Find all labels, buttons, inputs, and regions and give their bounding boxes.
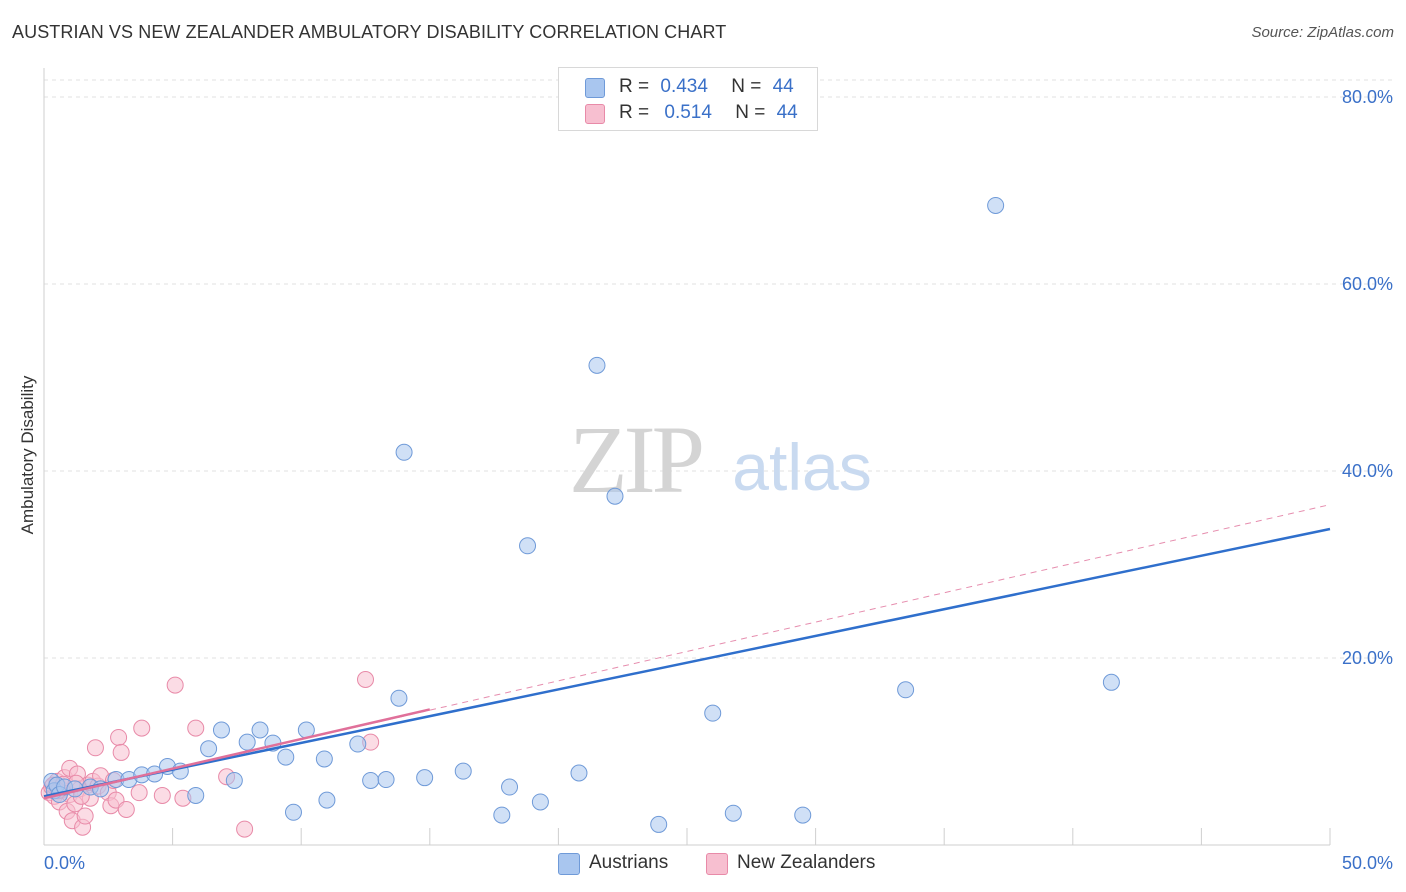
austrians-point	[416, 769, 434, 787]
x-tick-label-right: 50.0%	[1342, 853, 1393, 873]
austrians-point	[315, 750, 333, 768]
new-zealanders-legend-label: New Zealanders	[737, 852, 876, 873]
grid	[44, 79, 1394, 659]
austrians-legend-swatch	[558, 853, 580, 875]
y-tick-label: 60.0%	[1342, 274, 1393, 294]
austrians-point	[724, 804, 742, 822]
austrians-point	[225, 771, 243, 789]
austrians-point	[238, 733, 256, 751]
austrians-point	[454, 762, 472, 780]
austrians-point	[987, 196, 1005, 214]
new-zealanders-trend-line	[43, 708, 431, 800]
austrians-swatch	[585, 78, 605, 98]
r-value: 0.434	[660, 76, 708, 97]
austrians-point	[395, 443, 413, 461]
r-label: R =	[619, 76, 650, 97]
trend-lines	[43, 504, 1331, 800]
austrians-point	[187, 786, 205, 804]
watermark: ZIP atlas	[569, 406, 872, 513]
new-zealanders-swatch	[585, 104, 605, 124]
austrians-point	[212, 721, 230, 739]
austrians-point	[284, 803, 302, 821]
legend-new-zealanders-text: R = 0.514 N = 44	[619, 102, 798, 124]
y-tick-label: 20.0%	[1342, 648, 1393, 668]
austrians-point	[570, 764, 588, 782]
source-label: Source: ZipAtlas.com	[1251, 24, 1394, 41]
y-tick-label: 40.0%	[1342, 461, 1393, 481]
austrians-point	[531, 793, 549, 811]
watermark-zip: ZIP	[569, 406, 702, 513]
new-zealanders-point	[117, 800, 135, 818]
austrians-point	[493, 806, 511, 824]
r-label: R =	[619, 102, 650, 123]
new-zealanders-point	[187, 719, 205, 737]
austrians-point	[362, 771, 380, 789]
austrians-point	[588, 356, 606, 374]
austrians-point	[390, 689, 408, 707]
new-zealanders-point	[76, 807, 94, 825]
new-zealanders-point	[112, 743, 130, 761]
austrians-point	[251, 721, 269, 739]
austrians-point	[277, 748, 295, 766]
new-zealanders-point	[133, 719, 151, 737]
new-zealanders-point	[166, 676, 184, 694]
austrians-point	[1102, 673, 1120, 691]
legend-austrians-text: R = 0.434 N = 44	[619, 76, 794, 98]
n-value: 44	[772, 76, 794, 97]
n-value: 44	[776, 102, 798, 123]
new-zealanders-legend-swatch	[706, 853, 728, 875]
austrians-point	[200, 740, 218, 758]
austrians-point	[501, 778, 519, 796]
x-tick-label-left: 0.0%	[44, 853, 85, 873]
new-zealanders-point	[357, 671, 374, 689]
series-legend: Austrians New Zealanders	[0, 852, 1406, 878]
austrians-point	[897, 681, 915, 699]
new-zealanders-point	[86, 739, 104, 757]
r-value: 0.514	[664, 102, 712, 123]
tick-labels: 20.0% 40.0% 60.0% 80.0% 0.0% 50.0%	[44, 87, 1393, 873]
n-label: N =	[731, 76, 762, 97]
austrians-point	[377, 771, 395, 789]
austrians-point	[650, 815, 668, 833]
austrians-point	[794, 806, 812, 824]
axes	[43, 68, 1331, 846]
new-zealanders-point	[153, 786, 171, 804]
austrians-point	[606, 487, 624, 505]
new-zealanders-point	[110, 728, 128, 746]
new-zealanders-point	[130, 784, 148, 802]
chart-title: AUSTRIAN VS NEW ZEALANDER AMBULATORY DIS…	[12, 22, 727, 42]
austrians-point	[318, 791, 336, 809]
watermark-atlas: atlas	[732, 430, 871, 504]
y-tick-label: 80.0%	[1342, 87, 1393, 107]
new-zealanders-point	[236, 820, 254, 838]
austrians-points	[43, 196, 1120, 833]
austrians-point	[519, 537, 537, 555]
austrians-point	[349, 735, 367, 753]
austrians-legend-label: Austrians	[589, 852, 669, 873]
austrians-trend-line	[43, 527, 1331, 798]
stats-legend: R = 0.434 N = 44 R = 0.514 N = 44	[558, 67, 818, 131]
n-label: N =	[735, 102, 766, 123]
austrians-point	[704, 704, 722, 722]
